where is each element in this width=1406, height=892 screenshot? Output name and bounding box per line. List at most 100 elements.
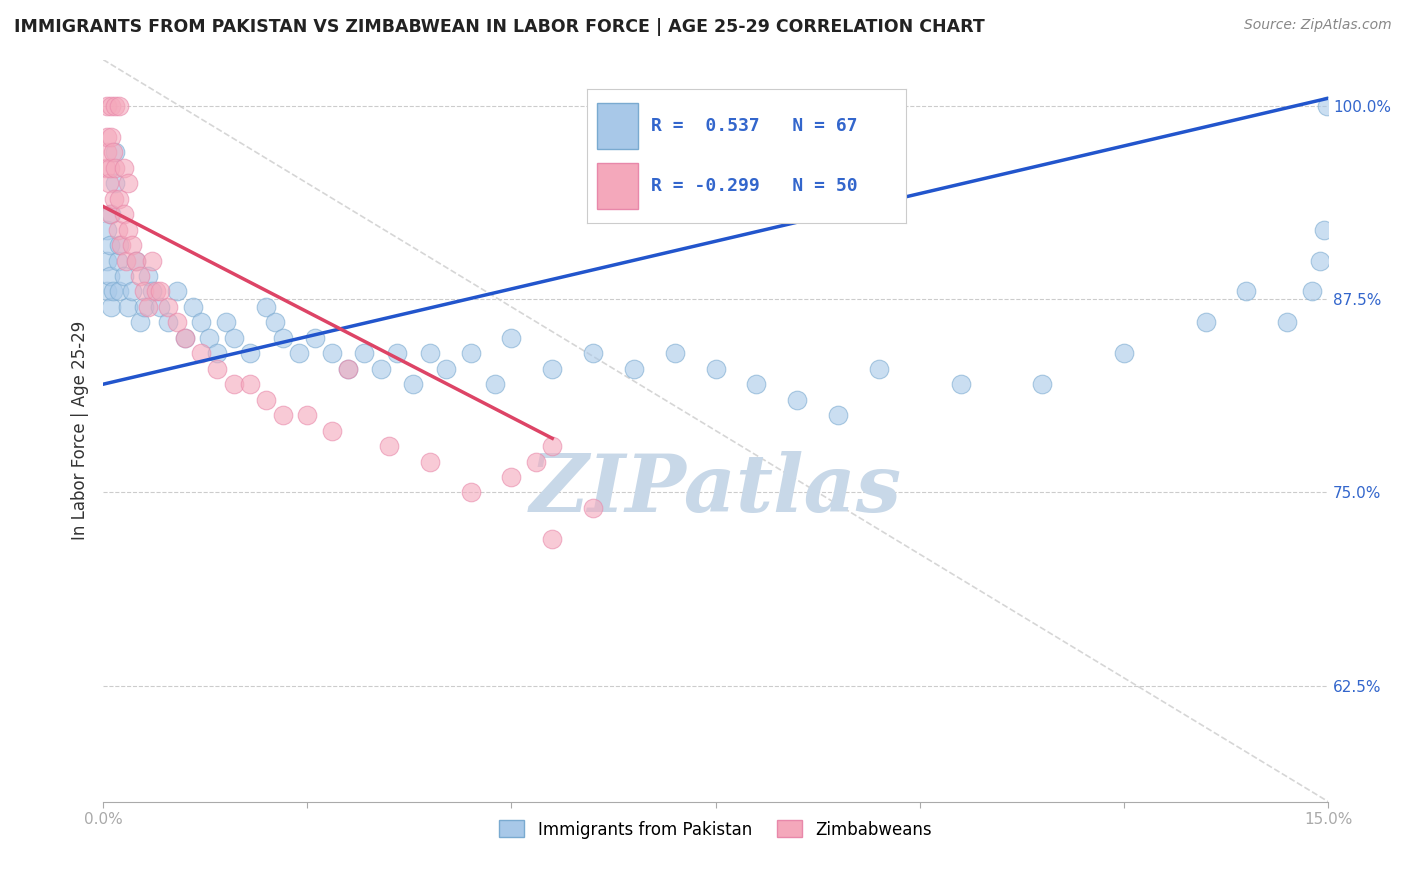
Point <box>132 300 155 314</box>
Point <box>460 485 482 500</box>
Point <box>190 346 212 360</box>
Point <box>704 361 727 376</box>
Point <box>108 285 131 299</box>
Point <box>98 238 121 252</box>
Point <box>271 331 294 345</box>
Text: IMMIGRANTS FROM PAKISTAN VS ZIMBABWEAN IN LABOR FORCE | AGE 25-29 CORRELATION CH: IMMIGRANTS FROM PAKISTAN VS ZIMBABWEAN I… <box>14 18 984 36</box>
Point <box>103 192 125 206</box>
Point <box>173 331 195 345</box>
Point <box>239 377 262 392</box>
Point <box>117 222 139 236</box>
Point <box>104 176 127 190</box>
Point <box>157 300 180 314</box>
Point <box>125 253 148 268</box>
Point <box>582 346 605 360</box>
Point <box>1309 253 1331 268</box>
Point <box>98 161 121 175</box>
Point <box>104 161 127 175</box>
Point <box>141 285 163 299</box>
Point <box>100 129 122 144</box>
Text: Source: ZipAtlas.com: Source: ZipAtlas.com <box>1244 18 1392 32</box>
Point <box>222 377 245 392</box>
Point <box>112 161 135 175</box>
Point <box>117 300 139 314</box>
Point <box>385 346 408 360</box>
Point <box>541 532 564 546</box>
Point <box>112 207 135 221</box>
Point <box>149 285 172 299</box>
Point <box>94 161 117 175</box>
Point <box>141 253 163 268</box>
Point <box>239 346 262 360</box>
Point <box>125 253 148 268</box>
Point <box>501 470 523 484</box>
Point <box>419 454 441 468</box>
Point <box>1277 315 1299 329</box>
Point <box>337 361 360 376</box>
Point <box>370 361 392 376</box>
Point <box>207 361 229 376</box>
Point <box>541 439 564 453</box>
Point <box>166 285 188 299</box>
Point <box>96 285 118 299</box>
Point <box>157 315 180 329</box>
Point <box>121 285 143 299</box>
Point <box>108 192 131 206</box>
Point <box>419 346 441 360</box>
Point <box>297 408 319 422</box>
Point <box>97 176 120 190</box>
Point <box>96 145 118 160</box>
Point <box>96 253 118 268</box>
Point <box>96 222 118 236</box>
Point <box>256 300 278 314</box>
Point <box>1031 377 1053 392</box>
Point <box>1316 99 1339 113</box>
Point <box>100 207 122 221</box>
Point <box>868 361 890 376</box>
Point <box>786 392 808 407</box>
Point <box>115 253 138 268</box>
Y-axis label: In Labor Force | Age 25-29: In Labor Force | Age 25-29 <box>72 321 89 541</box>
Point <box>304 331 326 345</box>
Point <box>541 361 564 376</box>
Point <box>1301 285 1323 299</box>
Point <box>1194 315 1216 329</box>
Point <box>1112 346 1135 360</box>
Point <box>337 361 360 376</box>
Point <box>104 145 127 160</box>
Point <box>402 377 425 392</box>
Point <box>117 176 139 190</box>
Point <box>96 129 118 144</box>
Point <box>434 361 457 376</box>
Point <box>101 285 124 299</box>
Point <box>110 238 132 252</box>
Point <box>136 300 159 314</box>
Point <box>145 285 167 299</box>
Point <box>136 268 159 283</box>
Point <box>623 361 645 376</box>
Point <box>190 315 212 329</box>
Point <box>128 268 150 283</box>
Point <box>173 331 195 345</box>
Legend: Immigrants from Pakistan, Zimbabweans: Immigrants from Pakistan, Zimbabweans <box>492 814 939 846</box>
Point <box>98 268 121 283</box>
Point <box>101 145 124 160</box>
Point <box>1313 222 1336 236</box>
Point <box>664 346 686 360</box>
Point <box>321 346 343 360</box>
Point <box>827 408 849 422</box>
Point <box>132 285 155 299</box>
Point <box>100 300 122 314</box>
Point <box>501 331 523 345</box>
Point <box>288 346 311 360</box>
Point <box>121 238 143 252</box>
Point <box>149 300 172 314</box>
Point <box>128 315 150 329</box>
Point <box>256 392 278 407</box>
Point <box>181 300 204 314</box>
Point <box>107 222 129 236</box>
Point <box>96 99 118 113</box>
Point <box>949 377 972 392</box>
Point <box>98 207 121 221</box>
Point <box>271 408 294 422</box>
